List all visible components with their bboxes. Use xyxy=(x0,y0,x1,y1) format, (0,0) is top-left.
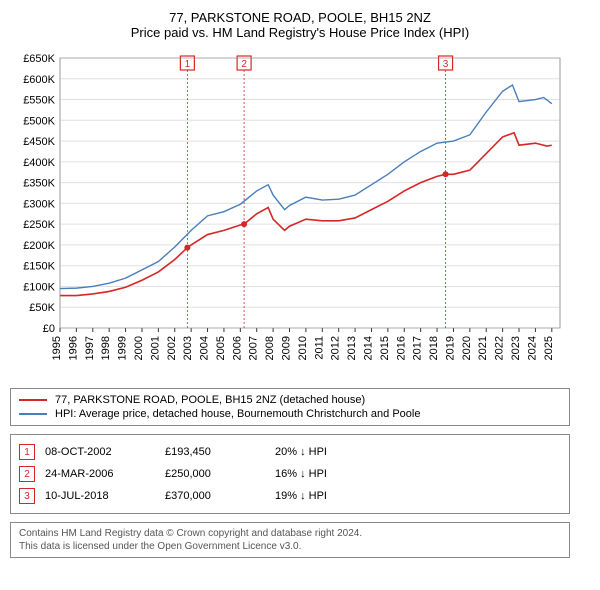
events-box: 1 08-OCT-2002 £193,450 20% ↓ HPI 2 24-MAR-200… xyxy=(10,434,570,514)
svg-text:2: 2 xyxy=(241,59,247,70)
svg-text:1999: 1999 xyxy=(117,336,129,360)
svg-text:1998: 1998 xyxy=(100,336,112,360)
svg-text:£550K: £550K xyxy=(23,95,55,107)
svg-text:2010: 2010 xyxy=(297,336,309,360)
svg-text:£100K: £100K xyxy=(23,281,55,293)
svg-text:2011: 2011 xyxy=(313,336,325,360)
svg-text:2014: 2014 xyxy=(362,336,374,360)
svg-text:2022: 2022 xyxy=(494,336,506,360)
svg-text:£650K: £650K xyxy=(23,53,55,65)
svg-text:£200K: £200K xyxy=(23,240,55,252)
svg-text:2012: 2012 xyxy=(330,336,342,360)
chart-title-line1: 77, PARKSTONE ROAD, POOLE, BH15 2NZ xyxy=(10,10,590,25)
svg-text:3: 3 xyxy=(443,59,449,70)
svg-text:1995: 1995 xyxy=(51,336,63,360)
svg-text:£0: £0 xyxy=(43,323,55,335)
svg-text:1996: 1996 xyxy=(67,336,79,360)
svg-text:2000: 2000 xyxy=(133,336,145,360)
svg-text:£300K: £300K xyxy=(23,198,55,210)
event-marker: 1 xyxy=(19,444,35,460)
svg-text:2025: 2025 xyxy=(543,336,555,360)
legend-box: 77, PARKSTONE ROAD, POOLE, BH15 2NZ (det… xyxy=(10,388,570,426)
svg-text:£150K: £150K xyxy=(23,261,55,273)
footnote-line2: This data is licensed under the Open Gov… xyxy=(19,540,561,553)
svg-text:2007: 2007 xyxy=(248,336,260,360)
footnote-line1: Contains HM Land Registry data © Crown c… xyxy=(19,527,561,540)
svg-text:2004: 2004 xyxy=(199,336,211,360)
svg-text:2024: 2024 xyxy=(526,336,538,360)
svg-text:£500K: £500K xyxy=(23,115,55,127)
event-date: 08-OCT-2002 xyxy=(45,446,155,458)
svg-text:£400K: £400K xyxy=(23,157,55,169)
event-date: 24-MAR-2006 xyxy=(45,468,155,480)
svg-text:2017: 2017 xyxy=(412,336,424,360)
svg-text:2019: 2019 xyxy=(444,336,456,360)
legend-label: 77, PARKSTONE ROAD, POOLE, BH15 2NZ (det… xyxy=(55,394,365,406)
svg-text:£600K: £600K xyxy=(23,74,55,86)
legend-row: HPI: Average price, detached house, Bour… xyxy=(19,407,561,421)
event-row: 2 24-MAR-2006 £250,000 16% ↓ HPI xyxy=(19,463,561,485)
svg-text:£250K: £250K xyxy=(23,219,55,231)
event-price: £193,450 xyxy=(165,446,265,458)
legend-label: HPI: Average price, detached house, Bour… xyxy=(55,408,420,420)
event-delta: 20% ↓ HPI xyxy=(275,446,375,458)
chart-area: £0 £50K £100K £150K £200K £250K £300K £350K £400… xyxy=(10,48,590,378)
svg-text:2018: 2018 xyxy=(428,336,440,360)
svg-text:2016: 2016 xyxy=(395,336,407,360)
event-marker: 2 xyxy=(19,466,35,482)
svg-text:2020: 2020 xyxy=(461,336,473,360)
event-marker: 3 xyxy=(19,488,35,504)
svg-text:1: 1 xyxy=(185,59,191,70)
chart-title-line2: Price paid vs. HM Land Registry's House … xyxy=(10,25,590,40)
legend-swatch xyxy=(19,399,47,401)
svg-text:£350K: £350K xyxy=(23,178,55,190)
event-price: £370,000 xyxy=(165,490,265,502)
svg-text:2001: 2001 xyxy=(149,336,161,360)
event-date: 10-JUL-2018 xyxy=(45,490,155,502)
svg-text:2005: 2005 xyxy=(215,336,227,360)
svg-text:1997: 1997 xyxy=(84,336,96,360)
legend-swatch xyxy=(19,413,47,415)
svg-text:£450K: £450K xyxy=(23,136,55,148)
svg-text:2015: 2015 xyxy=(379,336,391,360)
event-price: £250,000 xyxy=(165,468,265,480)
svg-text:2009: 2009 xyxy=(281,336,293,360)
svg-text:2023: 2023 xyxy=(510,336,522,360)
event-delta: 16% ↓ HPI xyxy=(275,468,375,480)
chart-title-block: 77, PARKSTONE ROAD, POOLE, BH15 2NZ Pric… xyxy=(10,10,590,40)
event-row: 3 10-JUL-2018 £370,000 19% ↓ HPI xyxy=(19,485,561,507)
svg-text:2002: 2002 xyxy=(166,336,178,360)
svg-text:2006: 2006 xyxy=(231,336,243,360)
svg-text:2008: 2008 xyxy=(264,336,276,360)
event-delta: 19% ↓ HPI xyxy=(275,490,375,502)
legend-row: 77, PARKSTONE ROAD, POOLE, BH15 2NZ (det… xyxy=(19,393,561,407)
svg-text:2003: 2003 xyxy=(182,336,194,360)
chart-svg: £0 £50K £100K £150K £200K £250K £300K £350K £400… xyxy=(10,48,570,378)
svg-text:£50K: £50K xyxy=(29,302,55,314)
event-row: 1 08-OCT-2002 £193,450 20% ↓ HPI xyxy=(19,441,561,463)
svg-text:2013: 2013 xyxy=(346,336,358,360)
footnote-box: Contains HM Land Registry data © Crown c… xyxy=(10,522,570,558)
svg-text:2021: 2021 xyxy=(477,336,489,360)
